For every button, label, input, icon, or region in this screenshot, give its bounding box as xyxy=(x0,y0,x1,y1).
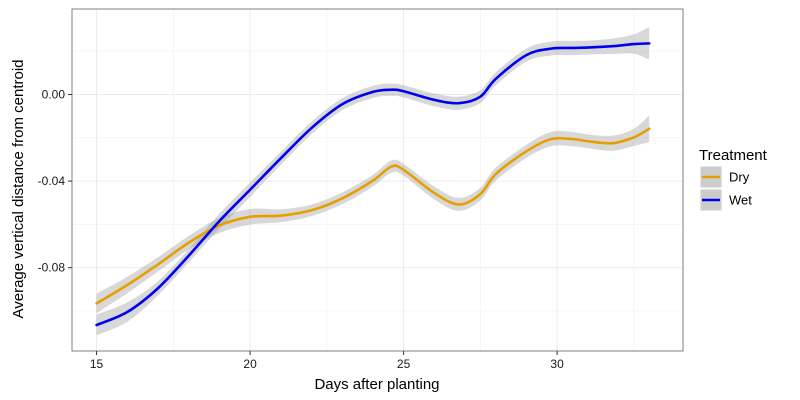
band-dry xyxy=(96,115,650,314)
y-tick-label: -0.08 xyxy=(38,261,66,275)
series-lines xyxy=(95,42,651,327)
x-tick-label: 15 xyxy=(90,357,104,371)
legend-label-wet: Wet xyxy=(729,193,752,208)
legend-title: Treatment xyxy=(699,147,768,164)
plot-border xyxy=(71,8,684,352)
minor-gridlines xyxy=(72,9,683,351)
legend-item-dry: Dry xyxy=(699,165,750,189)
legend-item-wet: Wet xyxy=(699,188,752,212)
x-tick-label: 25 xyxy=(397,357,411,371)
y-axis: -0.08 -0.04 0.00 xyxy=(38,88,72,275)
plot-border-rect xyxy=(71,8,684,352)
legend-label-dry: Dry xyxy=(729,170,750,185)
confidence-bands xyxy=(96,27,650,336)
x-tick-label: 30 xyxy=(550,357,564,371)
x-axis: 15 20 25 30 xyxy=(90,351,564,371)
plot-background xyxy=(72,9,683,351)
plot-panel xyxy=(72,9,683,351)
line-wet xyxy=(95,42,651,327)
x-tick-label: 20 xyxy=(243,357,257,371)
legend: Treatment Dry Wet xyxy=(699,147,768,212)
y-tick-label: 0.00 xyxy=(42,88,66,102)
y-tick-label: -0.04 xyxy=(38,174,66,188)
x-axis-title: Days after planting xyxy=(314,376,439,393)
y-axis-title: Average vertical distance from centroid xyxy=(10,59,27,318)
major-gridlines xyxy=(72,9,683,351)
band-wet xyxy=(96,27,650,336)
